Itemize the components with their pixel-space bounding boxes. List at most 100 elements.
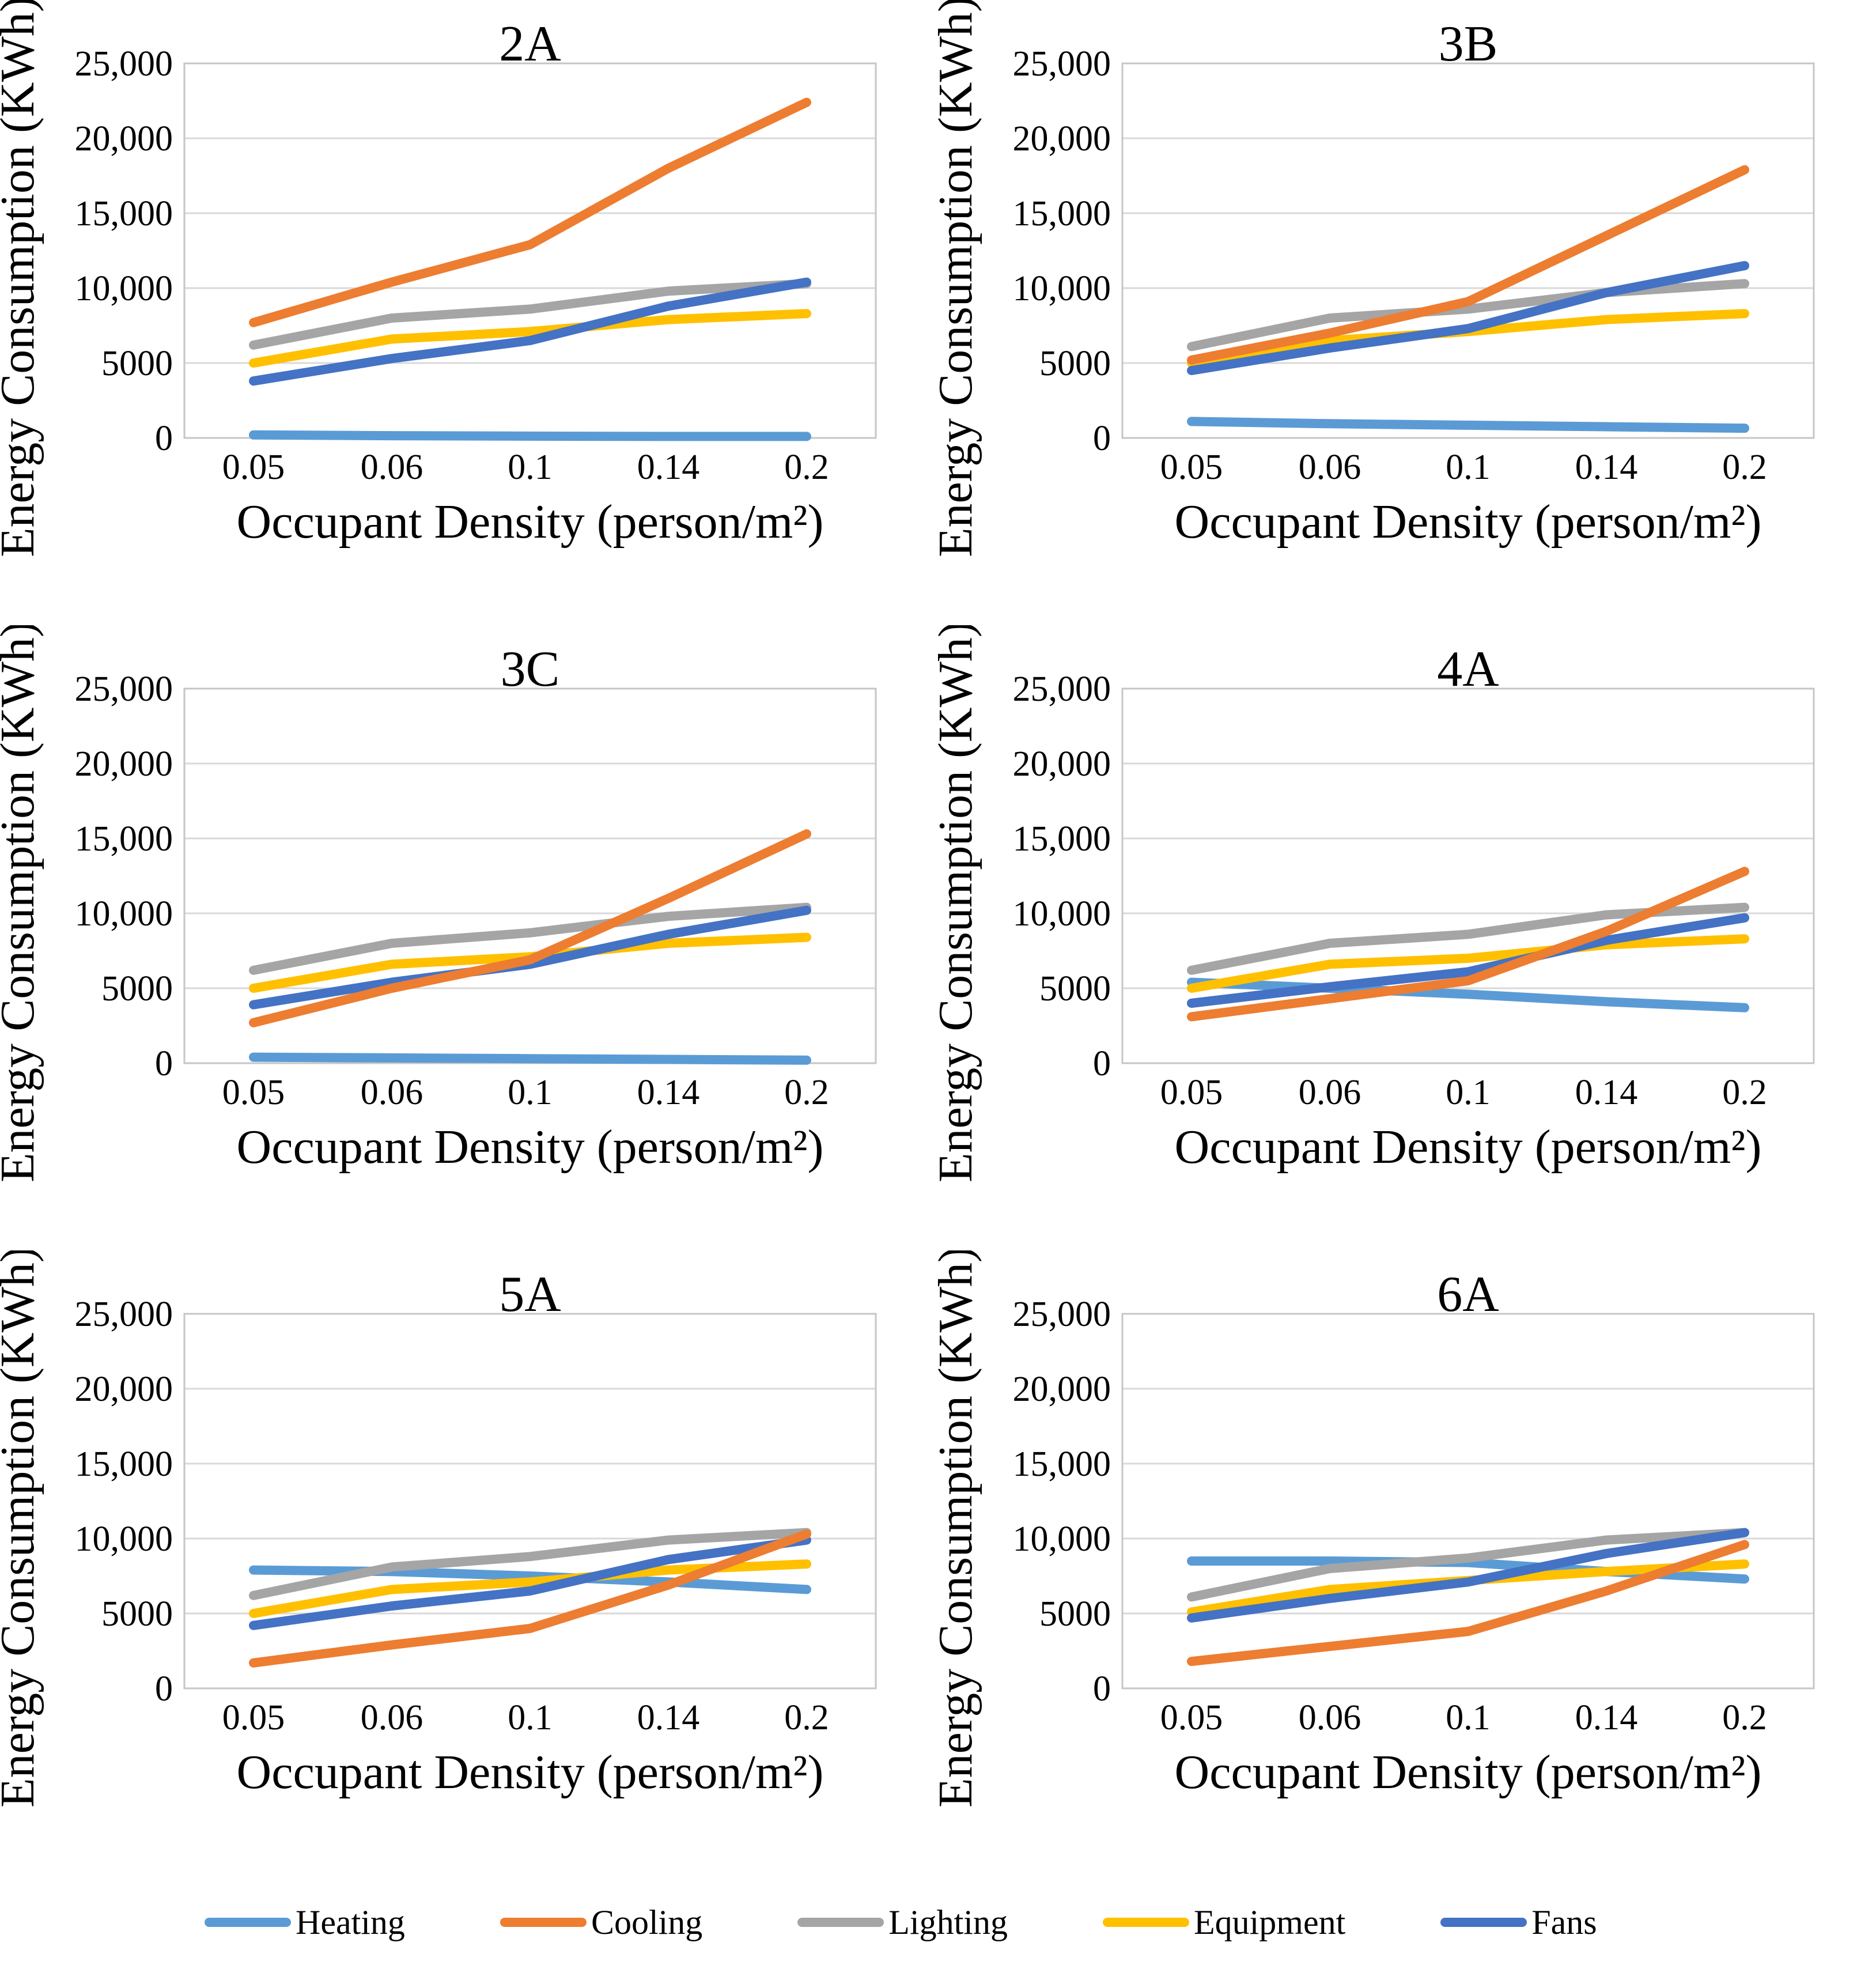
- series-line-fans: [1187, 261, 1749, 375]
- legend-item-lighting: Lighting: [797, 1905, 1008, 1940]
- legend-label: Heating: [296, 1903, 405, 1941]
- y-tick-label: 20,000: [1013, 1370, 1111, 1409]
- y-tick-label: 20,000: [1013, 744, 1111, 784]
- series-line-cooling: [249, 829, 811, 1027]
- chart-panel-3c: 3C 0 5000 10,000 15,000 20,000 25,000 0.05 0.06 0…: [0, 625, 938, 1250]
- x-tick-label: 0.06: [361, 1073, 423, 1112]
- x-tick-label: 0.14: [1575, 1698, 1638, 1737]
- y-tick-label: 5000: [101, 969, 173, 1008]
- series-line-fans: [249, 1535, 811, 1630]
- x-tick-label: 0.14: [637, 1073, 700, 1112]
- y-tick-label: 15,000: [1013, 819, 1111, 859]
- y-tick-label: 25,000: [75, 1295, 173, 1334]
- legend-item-heating: Heating: [205, 1905, 405, 1940]
- legend-label: Equipment: [1193, 1903, 1346, 1941]
- x-tick-label: 0.1: [1446, 448, 1491, 487]
- series-line-lighting: [1187, 279, 1749, 352]
- y-tick-label: 20,000: [75, 1370, 173, 1409]
- chart-4a: 4A 0 5000 10,000 15,000 20,000 25,000 0.05 0.06 0…: [938, 625, 1815, 1182]
- y-axis-title: Energy Consumption (KWh): [938, 625, 982, 1182]
- y-tick-label: 15,000: [75, 194, 173, 233]
- x-tick-label: 0.1: [508, 1073, 553, 1112]
- y-tick-label: 10,000: [75, 894, 173, 934]
- x-tick-label: 0.05: [1160, 1073, 1223, 1112]
- y-tick-label: 0: [1093, 419, 1111, 458]
- series-line-fans: [1187, 913, 1749, 1008]
- y-tick-label: 10,000: [75, 269, 173, 308]
- x-tick-label: 0.05: [1160, 1698, 1223, 1737]
- series-line-lighting: [249, 902, 811, 975]
- y-tick-label: 15,000: [1013, 194, 1111, 233]
- x-tick-label: 0.14: [1575, 448, 1638, 487]
- x-tick-label: 0.06: [1299, 1073, 1361, 1112]
- y-tick-label: 0: [1093, 1044, 1111, 1083]
- y-tick-label: 5000: [1039, 1594, 1111, 1634]
- y-tick-label: 25,000: [1013, 44, 1111, 84]
- y-axis-title: Energy Consumption (KWh): [0, 0, 44, 557]
- series-line-cooling: [1187, 867, 1749, 1022]
- series-line-fans: [1187, 1528, 1749, 1623]
- x-axis-title: Occupant Density (person/m²): [237, 1120, 824, 1174]
- series-line-equipment: [249, 309, 811, 368]
- x-tick-label: 0.14: [637, 1698, 700, 1737]
- series-line-fans: [249, 277, 811, 386]
- y-tick-label: 0: [1093, 1669, 1111, 1709]
- x-tick-label: 0.05: [222, 1073, 285, 1112]
- chart-title: 4A: [1437, 641, 1499, 697]
- x-tick-label: 0.2: [1722, 448, 1767, 487]
- series-line-heating: [1187, 977, 1749, 1012]
- x-tick-label: 0.06: [1299, 1698, 1361, 1737]
- y-tick-label: 0: [155, 1669, 173, 1709]
- x-axis-title: Occupant Density (person/m²): [1175, 1745, 1762, 1799]
- x-tick-label: 0.1: [508, 1698, 553, 1737]
- chart-5a: 5A 0 5000 10,000 15,000 20,000 25,000 0.05 0.06 0…: [0, 1250, 877, 1808]
- x-tick-label: 0.14: [1575, 1073, 1638, 1112]
- x-tick-label: 0.05: [1160, 448, 1223, 487]
- x-tick-label: 0.06: [1299, 448, 1361, 487]
- x-tick-label: 0.2: [784, 448, 829, 487]
- y-tick-label: 20,000: [75, 744, 173, 784]
- y-tick-label: 5000: [101, 344, 173, 383]
- legend-swatch-cooling: [500, 1918, 587, 1927]
- y-tick-label: 20,000: [1013, 119, 1111, 158]
- chart-title: 3C: [501, 641, 560, 697]
- y-tick-label: 25,000: [1013, 1295, 1111, 1334]
- x-tick-label: 0.2: [784, 1073, 829, 1112]
- y-tick-label: 0: [155, 1044, 173, 1083]
- x-tick-label: 0.1: [1446, 1073, 1491, 1112]
- x-tick-label: 0.2: [1722, 1073, 1767, 1112]
- legend-swatch-heating: [205, 1918, 291, 1927]
- series-line-lighting: [249, 279, 811, 350]
- legend-swatch-equipment: [1102, 1918, 1189, 1927]
- legend-swatch-lighting: [797, 1918, 884, 1927]
- x-tick-label: 0.14: [637, 448, 700, 487]
- series-line-cooling: [1187, 1540, 1749, 1666]
- series-line-lighting: [1187, 1528, 1749, 1602]
- chart-3b: 3B 0 5000 10,000 15,000 20,000 25,000 0.05 0.06 0…: [938, 0, 1815, 557]
- y-tick-label: 20,000: [75, 119, 173, 158]
- chart-panel-5a: 5A 0 5000 10,000 15,000 20,000 25,000 0.05 0.06 0…: [0, 1250, 938, 1876]
- y-axis-title: Energy Consumption (KWh): [0, 1250, 44, 1808]
- legend: Heating Cooling Lighting Equipment Fans: [0, 1876, 1876, 1969]
- y-tick-label: 5000: [1039, 344, 1111, 383]
- chart-panel-2a: 2A 0 5000 10,000 15,000 20,000 25,000 0.05 0.06 0…: [0, 0, 938, 625]
- series-line-cooling: [1187, 165, 1749, 365]
- y-tick-label: 25,000: [1013, 670, 1111, 709]
- plot-border: [1121, 1313, 1815, 1690]
- y-tick-label: 5000: [1039, 969, 1111, 1008]
- y-tick-label: 15,000: [1013, 1445, 1111, 1484]
- series-line-cooling: [249, 97, 811, 327]
- x-axis-title: Occupant Density (person/m²): [237, 1745, 824, 1799]
- legend-item-cooling: Cooling: [500, 1905, 702, 1940]
- y-axis-title: Energy Consumption (KWh): [0, 625, 44, 1182]
- plot-border: [183, 1313, 877, 1690]
- legend-label: Lighting: [888, 1903, 1008, 1941]
- x-tick-label: 0.05: [222, 1698, 285, 1737]
- y-tick-label: 10,000: [75, 1520, 173, 1559]
- legend-item-fans: Fans: [1440, 1905, 1597, 1940]
- plot-border: [1121, 687, 1815, 1064]
- chart-panel-6a: 6A 0 5000 10,000 15,000 20,000 25,000 0.05 0.06 0…: [938, 1250, 1876, 1876]
- series-line-heating: [249, 1565, 811, 1594]
